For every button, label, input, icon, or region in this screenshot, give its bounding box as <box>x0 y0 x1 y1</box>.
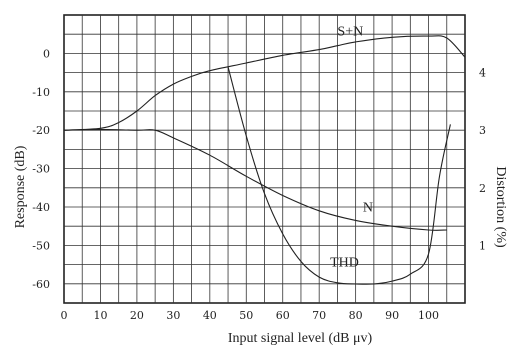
label-layer: 0 10 20 30 40 50 60 70 80 90 100 0 -10 -20 -30 -40 -50 -6… <box>32 25 486 322</box>
y-tick-label: -60 <box>32 278 50 291</box>
series-label-n: N <box>363 201 373 216</box>
y-tick-label: -10 <box>32 86 50 99</box>
y-tick-label: -30 <box>32 163 50 176</box>
x-tick-label: 100 <box>418 309 439 322</box>
grid-layer <box>63 14 466 304</box>
x-tick-label: 50 <box>239 309 253 322</box>
x-tick-label: 90 <box>385 309 399 322</box>
x-axis-title: Input signal level (dB μv) <box>228 331 373 346</box>
y-tick-label: -50 <box>32 239 50 252</box>
y2-tick-label: 3 <box>479 124 486 137</box>
series-layer <box>63 35 466 285</box>
series-line-n <box>63 128 447 231</box>
x-tick-label: 80 <box>349 309 363 322</box>
series-line-thd <box>227 66 451 285</box>
y-tick-label: -20 <box>32 124 50 137</box>
x-tick-label: 30 <box>166 309 180 322</box>
x-tick-label: 70 <box>312 309 326 322</box>
x-tick-label: 40 <box>203 309 217 322</box>
y2-axis-title: Distortion (%) <box>493 166 508 248</box>
x-tick-label: 60 <box>276 309 290 322</box>
series-label-s-n: S+N <box>337 25 363 40</box>
y-tick-label: 0 <box>43 47 50 60</box>
x-tick-label: 0 <box>61 309 68 322</box>
series-label-thd: THD <box>330 256 359 271</box>
y2-tick-label: 2 <box>479 182 486 195</box>
series-line-s-n <box>63 35 466 131</box>
x-tick-label: 20 <box>130 309 144 322</box>
y-tick-label: -40 <box>32 201 50 214</box>
y-axis-title: Response (dB) <box>13 145 28 228</box>
x-tick-label: 10 <box>93 309 107 322</box>
y2-tick-label: 4 <box>479 67 486 80</box>
y2-tick-label: 1 <box>479 239 486 252</box>
